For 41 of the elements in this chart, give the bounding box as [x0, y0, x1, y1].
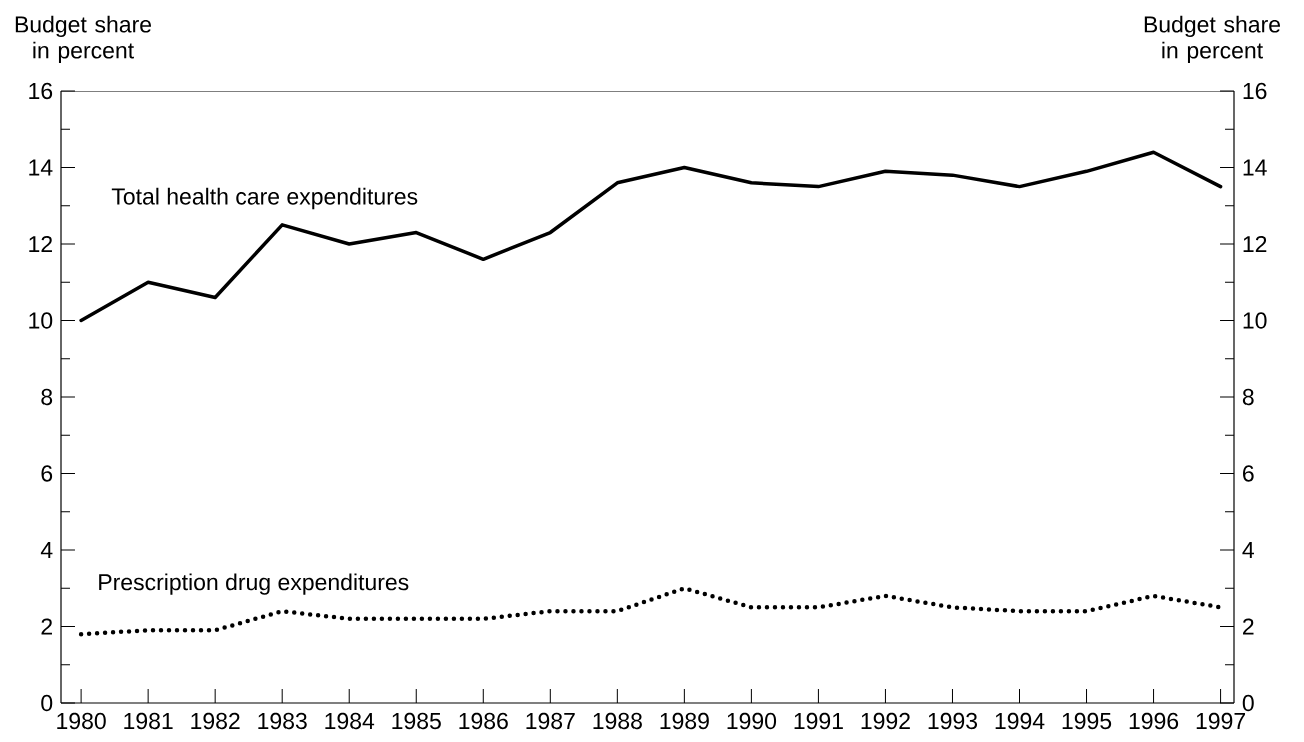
x-tick-label: 1982 — [191, 712, 240, 730]
y-axis-title: Budget share in percent — [15, 15, 152, 64]
series-label: Total health care expenditures — [111, 187, 418, 210]
series-label: Prescription drug expenditures — [99, 573, 409, 595]
y2-tick-label: 2 — [1243, 618, 1254, 635]
x-tick-label: 1991 — [794, 712, 843, 730]
x-tick-label: 1980 — [57, 712, 106, 730]
x-tick-label: 1989 — [660, 712, 709, 730]
y-tick-label: 10 — [29, 312, 53, 329]
y2-tick-label: 12 — [1243, 235, 1267, 253]
x-tick-label: 1981 — [124, 712, 173, 730]
x-tick-label: 1985 — [392, 712, 441, 730]
x-tick-label: 1993 — [928, 712, 978, 730]
x-tick-label: 1988 — [593, 712, 642, 730]
y2-axis-title: Budget share in percent — [1144, 15, 1281, 64]
y2-tick-label: 6 — [1243, 465, 1254, 482]
y2-tick-label: 0 — [1242, 694, 1254, 712]
x-tick-label: 1990 — [727, 712, 777, 730]
x-tick-label: 1995 — [1062, 712, 1112, 730]
x-tick-label: 1983 — [258, 712, 307, 730]
y-tick-label: 2 — [41, 618, 52, 635]
y-tick-label: 0 — [41, 694, 53, 712]
x-tick-label: 1994 — [995, 712, 1045, 730]
y-tick-label: 6 — [41, 465, 53, 482]
x-tick-label: 1992 — [861, 712, 910, 730]
y2-tick-label: 4 — [1242, 542, 1254, 558]
x-tick-label: 1986 — [459, 712, 508, 730]
y2-tick-label: 14 — [1243, 159, 1267, 176]
y-tick-label: 4 — [40, 542, 53, 558]
y-tick-label: 12 — [29, 235, 52, 253]
x-tick-label: 1984 — [325, 712, 375, 730]
y-tick-label: 8 — [41, 388, 53, 406]
y-tick-label: 14 — [29, 159, 53, 176]
y2-tick-label: 8 — [1242, 388, 1254, 406]
x-tick-label: 1997 — [1196, 712, 1245, 730]
y2-tick-label: 16 — [1243, 82, 1267, 100]
x-tick-label: 1996 — [1129, 712, 1179, 730]
line-series — [79, 150, 1223, 323]
y-tick-label: 16 — [29, 82, 53, 100]
y2-tick-label: 10 — [1243, 312, 1267, 329]
x-tick-label: 1987 — [526, 712, 575, 730]
